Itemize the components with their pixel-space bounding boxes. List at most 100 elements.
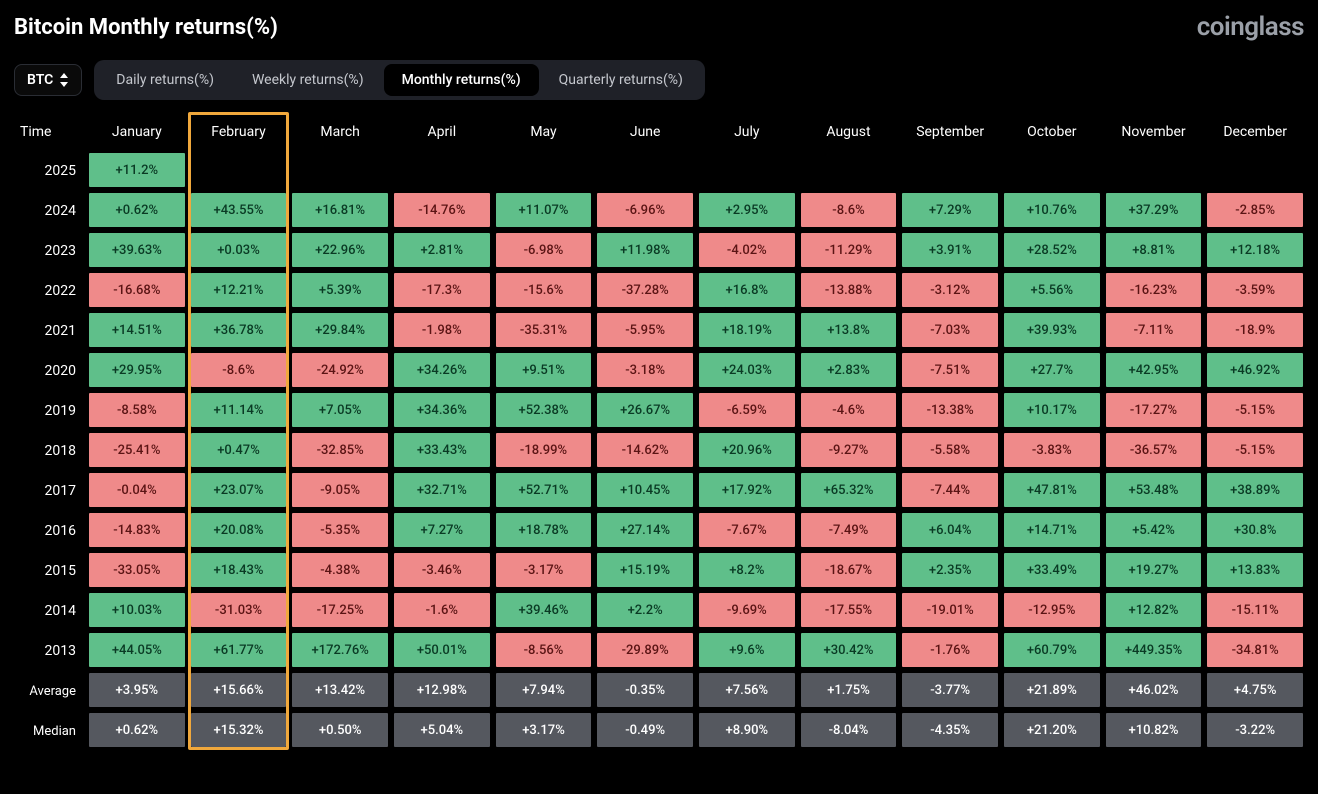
return-cell: +0.47% [190, 432, 288, 468]
return-cell: +18.19% [698, 312, 796, 348]
return-cell: +20.08% [190, 512, 288, 548]
return-cell: +7.29% [901, 192, 999, 228]
return-cell: -3.83% [1003, 432, 1101, 468]
return-cell: +22.96% [291, 232, 389, 268]
return-cell: -1.6% [393, 592, 491, 628]
tab-monthly-returns[interactable]: Monthly returns(%) [384, 64, 539, 96]
return-cell: -13.38% [901, 392, 999, 428]
return-cell: +52.71% [495, 472, 593, 508]
return-cell: -6.59% [698, 392, 796, 428]
return-cell [1105, 152, 1203, 188]
return-cell: -17.25% [291, 592, 389, 628]
return-cell [1003, 152, 1101, 188]
column-header-august: August [800, 114, 898, 152]
return-cell: -34.81% [1206, 632, 1304, 668]
stat-cell: +10.82% [1105, 712, 1203, 748]
return-cell: -29.89% [596, 632, 694, 668]
return-cell: +9.6% [698, 632, 796, 668]
row-label-year: 2021 [14, 312, 84, 350]
return-cell: -12.95% [1003, 592, 1101, 628]
return-cell: -7.03% [901, 312, 999, 348]
tab-quarterly-returns[interactable]: Quarterly returns(%) [541, 64, 701, 96]
stat-cell: +4.75% [1206, 672, 1304, 708]
sort-icon [59, 73, 69, 87]
return-cell: -5.35% [291, 512, 389, 548]
return-cell: +5.42% [1105, 512, 1203, 548]
return-cell: +43.55% [190, 192, 288, 228]
row-label-year: 2013 [14, 632, 84, 670]
tab-daily-returns[interactable]: Daily returns(%) [98, 64, 232, 96]
column-header-march: March [291, 114, 389, 152]
return-cell: +39.93% [1003, 312, 1101, 348]
row-label-year: 2018 [14, 432, 84, 470]
return-cell: -3.17% [495, 552, 593, 588]
return-cell: +5.39% [291, 272, 389, 308]
return-cell: +26.67% [596, 392, 694, 428]
return-cell [190, 152, 288, 188]
row-label-year: 2025 [14, 152, 84, 190]
return-cell: -3.18% [596, 352, 694, 388]
return-cell: -6.98% [495, 232, 593, 268]
return-cell: +10.76% [1003, 192, 1101, 228]
row-label-year: 2020 [14, 352, 84, 390]
return-cell: +28.52% [1003, 232, 1101, 268]
return-cell: +2.95% [698, 192, 796, 228]
column-header-september: September [901, 114, 999, 152]
return-cell: -3.59% [1206, 272, 1304, 308]
return-cell: +44.05% [88, 632, 186, 668]
return-cell: -5.95% [596, 312, 694, 348]
return-cell: +7.27% [393, 512, 491, 548]
return-cell: +32.71% [393, 472, 491, 508]
returns-tabs: Daily returns(%)Weekly returns(%)Monthly… [94, 60, 705, 100]
stat-cell: +1.75% [800, 672, 898, 708]
return-cell: +16.81% [291, 192, 389, 228]
return-cell: +46.92% [1206, 352, 1304, 388]
return-cell: +10.17% [1003, 392, 1101, 428]
return-cell: +11.2% [88, 152, 186, 188]
stat-cell: +46.02% [1105, 672, 1203, 708]
return-cell: +29.84% [291, 312, 389, 348]
column-header-may: May [495, 114, 593, 152]
stat-cell: +13.42% [291, 672, 389, 708]
return-cell: +8.2% [698, 552, 796, 588]
return-cell: -8.6% [800, 192, 898, 228]
row-label-year: 2014 [14, 592, 84, 630]
return-cell: +6.04% [901, 512, 999, 548]
return-cell [698, 152, 796, 188]
return-cell: -7.44% [901, 472, 999, 508]
return-cell: -24.92% [291, 352, 389, 388]
column-header-july: July [698, 114, 796, 152]
return-cell: +12.82% [1105, 592, 1203, 628]
return-cell: -17.55% [800, 592, 898, 628]
stat-cell: +5.04% [393, 712, 491, 748]
stat-cell: -0.35% [596, 672, 694, 708]
return-cell: +12.18% [1206, 232, 1304, 268]
return-cell: +30.42% [800, 632, 898, 668]
coin-selector[interactable]: BTC [14, 64, 82, 96]
return-cell: +27.7% [1003, 352, 1101, 388]
return-cell [495, 152, 593, 188]
page-title: Bitcoin Monthly returns(%) [14, 15, 278, 40]
return-cell: +172.76% [291, 632, 389, 668]
return-cell: +33.43% [393, 432, 491, 468]
return-cell: -2.85% [1206, 192, 1304, 228]
return-cell: -18.67% [800, 552, 898, 588]
return-cell: -36.57% [1105, 432, 1203, 468]
return-cell: -8.56% [495, 632, 593, 668]
tab-weekly-returns[interactable]: Weekly returns(%) [234, 64, 382, 96]
return-cell: +33.49% [1003, 552, 1101, 588]
row-label-average: Average [14, 672, 84, 710]
return-cell: -19.01% [901, 592, 999, 628]
return-cell [291, 152, 389, 188]
stat-cell: -3.22% [1206, 712, 1304, 748]
return-cell: +42.95% [1105, 352, 1203, 388]
return-cell: +27.14% [596, 512, 694, 548]
stat-cell: +3.17% [495, 712, 593, 748]
return-cell: -15.6% [495, 272, 593, 308]
return-cell: -7.51% [901, 352, 999, 388]
return-cell: +29.95% [88, 352, 186, 388]
return-cell: -5.15% [1206, 392, 1304, 428]
stat-cell: +15.32% [190, 712, 288, 748]
return-cell: +0.03% [190, 232, 288, 268]
stat-cell: +21.89% [1003, 672, 1101, 708]
